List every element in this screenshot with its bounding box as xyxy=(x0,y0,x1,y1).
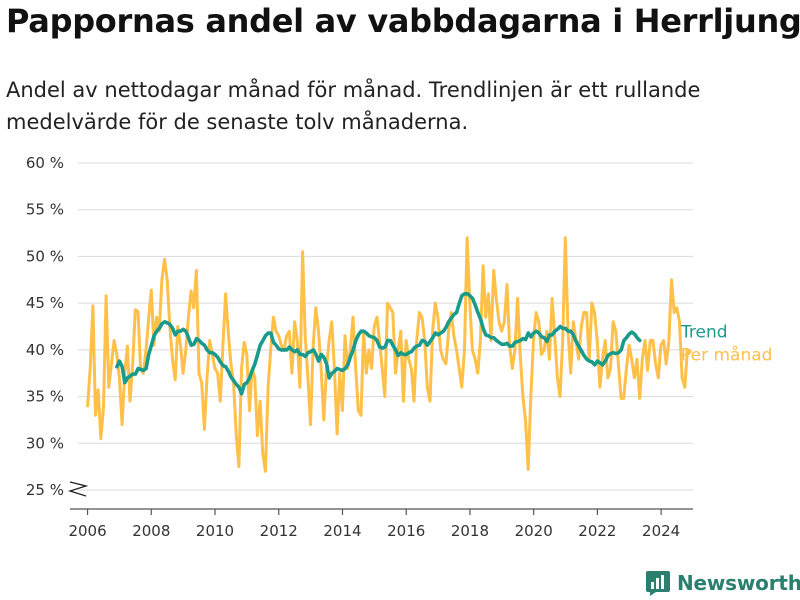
series-lines xyxy=(86,236,692,473)
y-tick-label: 60 % xyxy=(26,154,64,172)
y-tick-label: 25 % xyxy=(26,481,64,499)
bar-chart-icon xyxy=(646,571,670,596)
brand-name: Newsworthy xyxy=(677,571,800,595)
axes: 25 % 30 % 35 % 40 % 45 % 50 % 55 % 60 % 2006 2008… xyxy=(26,154,693,540)
y-tick-label: 35 % xyxy=(26,388,64,406)
x-tick-label: 2014 xyxy=(323,522,361,540)
y-tick-label: 40 % xyxy=(26,341,64,359)
x-tick-label: 2018 xyxy=(451,522,489,540)
y-tick-label: 45 % xyxy=(26,294,64,312)
x-tick-label: 2010 xyxy=(196,522,234,540)
y-tick-label: 55 % xyxy=(26,201,64,219)
x-tick-label: 2012 xyxy=(260,522,298,540)
y-tick-label: 30 % xyxy=(26,434,64,452)
newsworthy-logo: Newsworthy xyxy=(645,570,800,596)
trend-line xyxy=(115,292,642,396)
per-month-label: Per månad xyxy=(681,345,772,366)
chart-title: Pappornas andel av vabbdagarna i Herrlju… xyxy=(6,2,800,40)
x-tick-label: 2016 xyxy=(387,522,425,540)
x-tick-label: 2022 xyxy=(578,522,616,540)
monthly-share-line xyxy=(86,236,692,473)
x-tick-label: 2024 xyxy=(642,522,680,540)
x-tick-label: 2020 xyxy=(515,522,553,540)
chart-subtitle: Andel av nettodagar månad för månad. Tre… xyxy=(6,78,701,134)
x-tick-label: 2006 xyxy=(68,522,106,540)
y-tick-label: 50 % xyxy=(26,247,64,265)
x-tick-label: 2008 xyxy=(132,522,170,540)
axis-break-mark xyxy=(67,481,89,497)
trend-label: Trend xyxy=(680,323,728,343)
